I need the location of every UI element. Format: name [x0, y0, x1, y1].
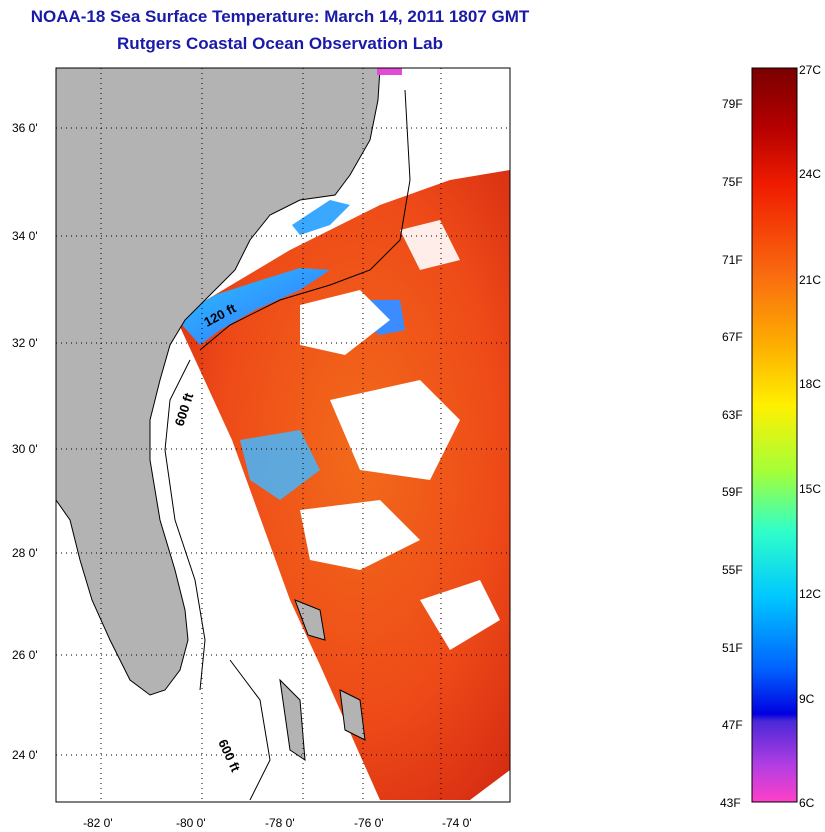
map-subtitle: Rutgers Coastal Ocean Observation Lab	[117, 34, 443, 53]
lon-label: -74 0'	[442, 816, 472, 830]
longitude-labels: -82 0' -80 0' -78 0' -76 0' -74 0'	[83, 816, 472, 830]
lon-label: -76 0'	[354, 816, 384, 830]
cb-c-label: 21C	[799, 273, 821, 287]
cb-c-label: 15C	[799, 482, 821, 496]
cb-f-label: 71F	[722, 253, 743, 267]
cool-patch-north	[292, 200, 350, 235]
cb-c-label: 12C	[799, 587, 821, 601]
cb-c-label: 9C	[799, 692, 815, 706]
cool-patch-south	[240, 430, 320, 500]
contour-600ft	[164, 359, 206, 691]
lat-label: 24 0'	[12, 748, 38, 762]
celsius-labels: 27C 24C 21C 18C 15C 12C 9C 6C	[799, 63, 821, 810]
land-mainland	[56, 68, 381, 696]
cb-f-label: 67F	[722, 330, 743, 344]
latitude-labels: 36 0' 34 0' 32 0' 30 0' 28 0' 26 0' 24 0…	[12, 121, 38, 762]
lat-label: 36 0'	[12, 121, 38, 135]
cb-f-label: 63F	[722, 408, 743, 422]
fahrenheit-labels: 79F 75F 71F 67F 63F 59F 55F 51F 47F 43F	[720, 97, 743, 810]
cloud-patch	[330, 380, 460, 480]
cb-c-label: 6C	[799, 796, 815, 810]
cb-f-label: 59F	[722, 485, 743, 499]
cb-f-label: 79F	[722, 97, 743, 111]
cb-f-label: 43F	[720, 796, 741, 810]
cb-f-label: 51F	[722, 641, 743, 655]
magenta-speck	[377, 68, 402, 75]
lon-label: -82 0'	[83, 816, 113, 830]
cb-c-label: 24C	[799, 167, 821, 181]
cloud-patch	[400, 220, 460, 270]
cb-f-label: 55F	[722, 563, 743, 577]
lon-label: -78 0'	[265, 816, 295, 830]
contour-600ft-south	[229, 659, 271, 801]
cb-c-label: 18C	[799, 377, 821, 391]
graticule	[56, 68, 510, 802]
cool-coastal-water	[176, 268, 330, 345]
lat-label: 26 0'	[12, 648, 38, 662]
cloud-patch	[420, 580, 500, 650]
map-frame	[55, 67, 511, 803]
land-island	[339, 689, 366, 741]
cb-f-label: 75F	[722, 175, 743, 189]
land-island	[279, 678, 306, 761]
lon-label: -80 0'	[176, 816, 206, 830]
cb-c-label: 27C	[799, 63, 821, 77]
land-island	[294, 599, 326, 641]
cloud-patch	[300, 500, 420, 570]
colorbar-gradient	[751, 67, 798, 803]
cloud-patch	[300, 290, 390, 355]
lat-label: 28 0'	[12, 546, 38, 560]
satellite-swath	[176, 170, 510, 800]
lat-label: 30 0'	[12, 442, 38, 456]
cb-f-label: 47F	[722, 718, 743, 732]
lat-label: 34 0'	[12, 229, 38, 243]
contour-120ft	[199, 89, 411, 351]
map-title: NOAA-18 Sea Surface Temperature: March 1…	[30, 7, 530, 26]
lat-label: 32 0'	[12, 336, 38, 350]
